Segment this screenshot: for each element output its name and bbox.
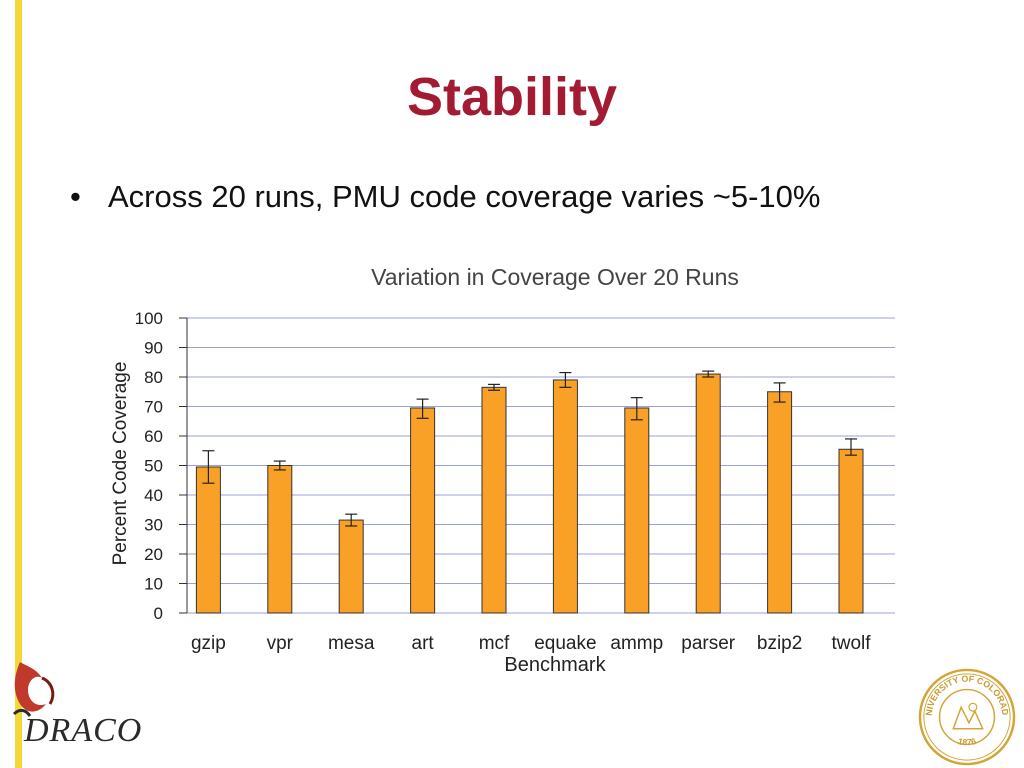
bullet-text: Across 20 runs, PMU code coverage varies…: [108, 179, 821, 214]
y-tick-label: 40: [144, 486, 163, 505]
y-tick-label: 10: [144, 575, 163, 594]
x-tick-label-bzip2: bzip2: [757, 633, 802, 654]
university-seal-icon: UNIVERSITY OF COLORADO 1876: [918, 668, 1016, 766]
bar-bzip2: [767, 391, 793, 614]
svg-text:1876: 1876: [957, 736, 977, 747]
y-tick-label: 20: [144, 545, 163, 564]
y-tick-label: 30: [144, 516, 163, 535]
x-axis-label: Benchmark: [504, 654, 606, 676]
y-tick-label: 90: [144, 339, 163, 358]
x-tick-label-mesa: mesa: [328, 633, 375, 654]
x-tick-label-vpr: vpr: [267, 633, 294, 654]
x-tick-label-twolf: twolf: [831, 633, 871, 654]
bar-ammp: [624, 407, 650, 614]
y-tick-label: 50: [144, 457, 163, 476]
y-tick-label: 0: [154, 604, 163, 623]
bullet-point: • Across 20 runs, PMU code coverage varie…: [70, 179, 820, 215]
x-tick-label-art: art: [412, 633, 435, 654]
y-tick-label: 70: [144, 398, 163, 417]
y-tick-label: 80: [144, 368, 163, 387]
draco-logo-icon: [12, 662, 55, 717]
bar-mesa: [338, 519, 364, 614]
seal-year: 1876: [957, 736, 977, 747]
bar-gzip: [195, 466, 221, 614]
x-tick-label-gzip: gzip: [191, 633, 226, 654]
x-tick-label-mcf: mcf: [479, 633, 510, 654]
bar-mcf: [481, 386, 507, 614]
y-tick-label: 60: [144, 427, 163, 446]
bar-vpr: [267, 465, 293, 614]
y-tick-label: 100: [135, 309, 163, 328]
bullet-marker: •: [70, 179, 81, 214]
chart-title: Variation in Coverage Over 20 Runs: [371, 264, 739, 290]
draco-logo-text: DRACO: [24, 712, 143, 749]
x-tick-label-equake: equake: [534, 633, 596, 654]
bar-art: [410, 407, 436, 614]
x-tick-label-parser: parser: [681, 633, 736, 654]
bar-twolf: [838, 448, 864, 614]
x-tick-label-ammp: ammp: [610, 633, 663, 654]
slide-title: Stability: [406, 67, 618, 127]
bar-equake: [552, 379, 578, 614]
decorative-side-stripe: [15, 0, 22, 768]
y-axis-label: Percent Code Coverage: [110, 362, 131, 566]
bar-parser: [695, 373, 721, 614]
